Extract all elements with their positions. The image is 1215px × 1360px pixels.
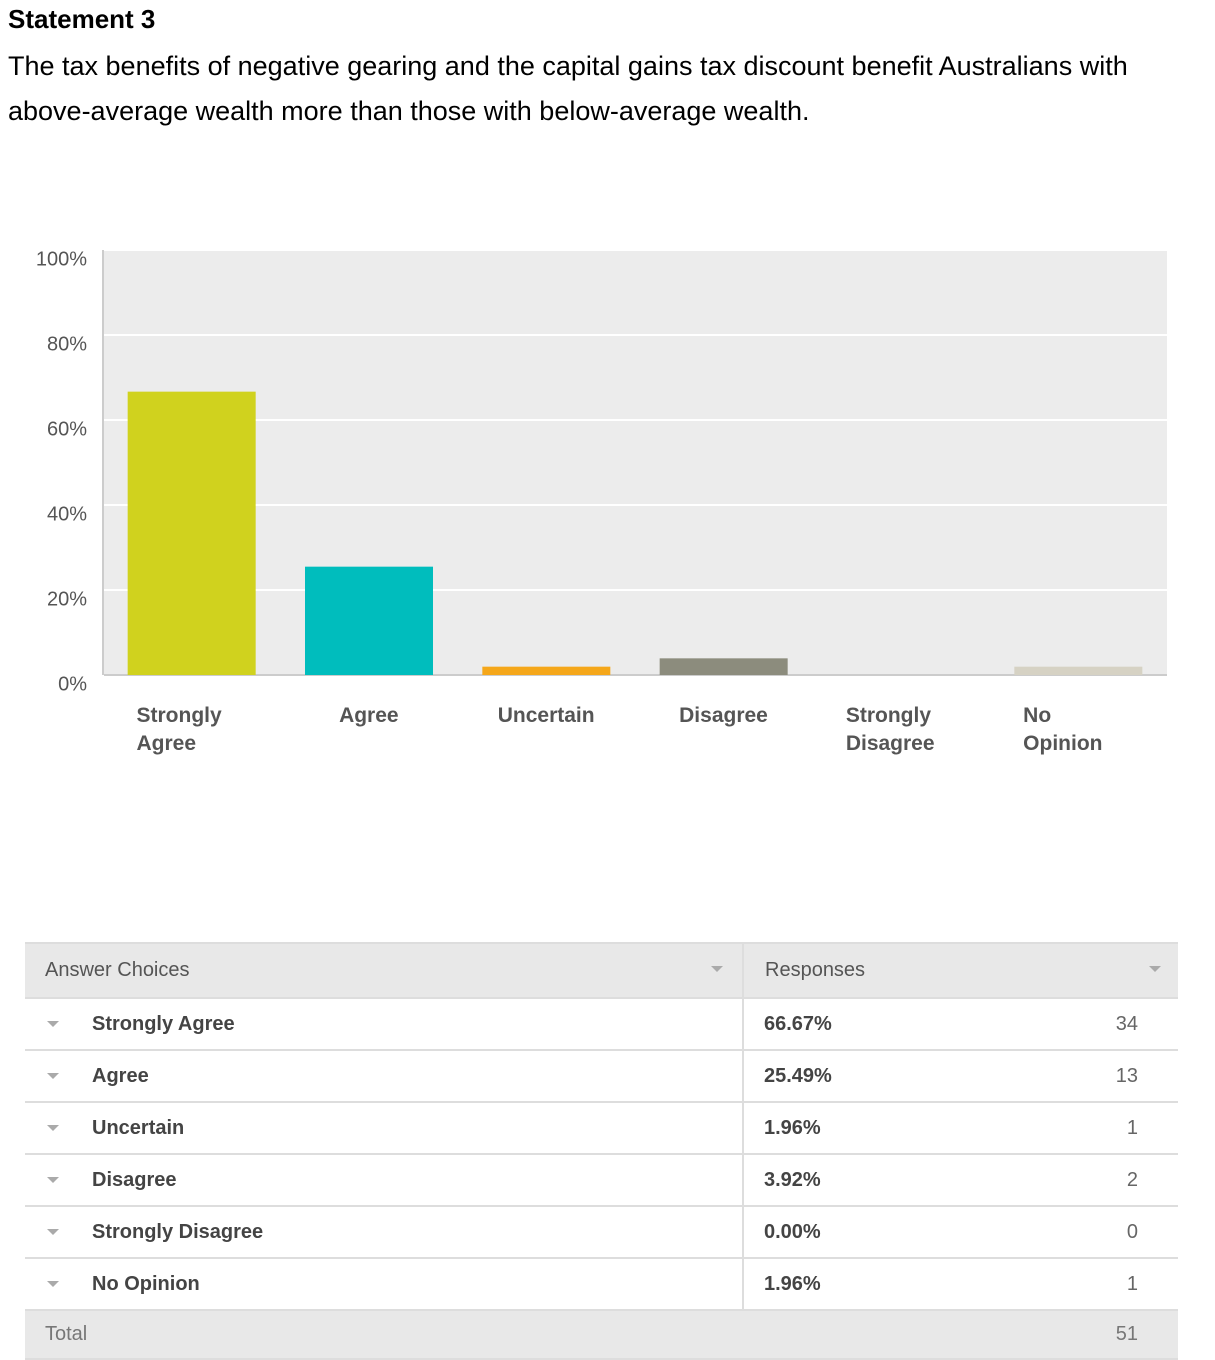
- table-header: Answer Choices Responses: [25, 942, 1178, 999]
- dropdown-arrow: [711, 966, 723, 972]
- column-separator: [742, 1259, 744, 1309]
- x-tick-label-box: Agree: [280, 702, 457, 730]
- y-tick-label: 0%: [58, 673, 87, 695]
- x-tick-label: No Opinion: [1023, 704, 1103, 755]
- table-row: Strongly Agree 66.67% 34: [25, 999, 1178, 1051]
- answer: Strongly Disagree: [92, 1221, 264, 1243]
- header-cell: Answer Choices: [45, 959, 190, 981]
- x-tick-label-box: Strongly Disagree: [812, 702, 989, 758]
- count: 1: [1126, 1273, 1138, 1295]
- row-arrow: [47, 1281, 59, 1287]
- percent: 25.49%: [764, 1065, 832, 1087]
- percent: 3.92%: [764, 1169, 821, 1191]
- row-arrow: [47, 1125, 59, 1131]
- column-separator: [742, 944, 744, 997]
- statement: The tax benefits of negative gearing and…: [8, 51, 1128, 126]
- x-tick-label-box: Uncertain: [458, 702, 635, 730]
- y-tick-label: 20%: [47, 588, 87, 610]
- answer: Strongly Agree: [92, 1013, 235, 1035]
- row-arrow: [47, 1021, 59, 1027]
- y-tick-label: 40%: [47, 503, 87, 525]
- x-tick-label-box: Disagree: [635, 702, 812, 730]
- count: 13: [1115, 1065, 1138, 1087]
- answer: Disagree: [92, 1169, 177, 1191]
- column-separator: [742, 1207, 744, 1257]
- heading: Statement 3: [8, 4, 156, 34]
- x-tick-label: Disagree: [679, 704, 768, 727]
- percent: 66.67%: [764, 1013, 832, 1035]
- x-tick-label-box: Strongly Agree: [103, 702, 280, 758]
- answer: No Opinion: [92, 1273, 200, 1295]
- bar: [1014, 666, 1143, 675]
- table-row: Strongly Disagree 0.00% 0: [25, 1207, 1178, 1259]
- y-tick-label: 60%: [47, 418, 87, 440]
- x-tick-label: Agree: [339, 704, 399, 727]
- column-separator: [742, 1103, 744, 1153]
- bar: [482, 666, 611, 675]
- x-tick-label: Uncertain: [497, 704, 595, 727]
- percent: 1.96%: [764, 1273, 821, 1295]
- chart: 0% 20% 40% 60% 80% 100%: [36, 248, 1167, 695]
- percent: 0.00%: [764, 1221, 821, 1243]
- table-row: Agree 25.49% 13: [25, 1051, 1178, 1103]
- header-cell: Responses: [765, 959, 866, 981]
- dropdown-arrow: [1149, 966, 1161, 972]
- bar: [305, 566, 433, 675]
- y-tick-label: 80%: [47, 333, 87, 355]
- total-count: 51: [1115, 1323, 1138, 1345]
- bar: [659, 658, 788, 675]
- count: 1: [1126, 1117, 1138, 1139]
- percent: 1.96%: [764, 1117, 821, 1139]
- column-separator: [742, 1051, 744, 1101]
- count: 34: [1115, 1013, 1138, 1035]
- count: 0: [1126, 1221, 1138, 1243]
- x-tick-label: Strongly Disagree: [845, 704, 935, 755]
- row-arrow: [47, 1177, 59, 1183]
- table-row: Disagree 3.92% 2: [25, 1155, 1178, 1207]
- answer: Uncertain: [92, 1117, 185, 1139]
- column-separator: [742, 1155, 744, 1205]
- x-tick-label-box: No Opinion: [990, 702, 1167, 758]
- total-label: Total: [45, 1323, 88, 1345]
- count: 2: [1126, 1169, 1138, 1191]
- y-tick-label: 100%: [36, 248, 87, 270]
- table-row: No Opinion 1.96% 1: [25, 1259, 1178, 1311]
- table: Answer Choices Responses Strongly Agree 66.…: [25, 942, 1178, 1360]
- answer: Agree: [92, 1065, 149, 1087]
- x-tick-label: Strongly Agree: [136, 704, 222, 755]
- row-arrow: [47, 1073, 59, 1079]
- column-separator: [742, 999, 744, 1049]
- table-row: Uncertain 1.96% 1: [25, 1103, 1178, 1155]
- bar: [127, 391, 256, 675]
- row-arrow: [47, 1229, 59, 1235]
- total-row: Total 51: [25, 1311, 1178, 1360]
- plot-area: [103, 250, 1167, 675]
